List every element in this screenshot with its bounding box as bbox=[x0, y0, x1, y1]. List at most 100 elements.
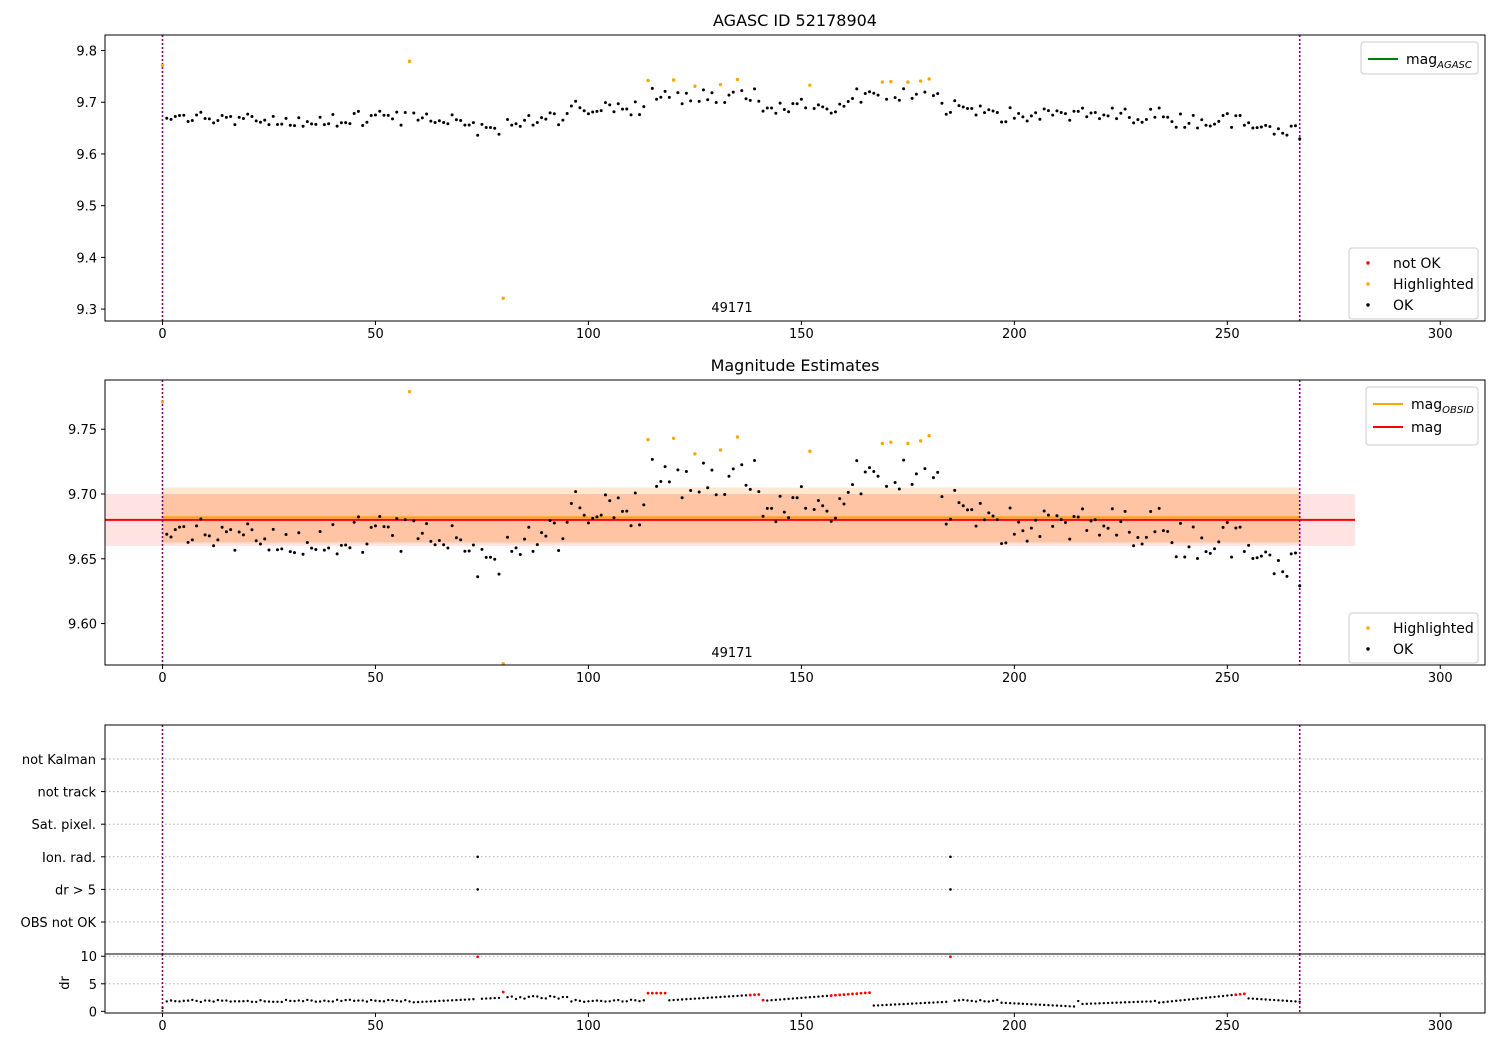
dr-point bbox=[1149, 1000, 1152, 1003]
agasc-ok-point bbox=[846, 100, 850, 104]
magnitude-ok-point bbox=[386, 525, 390, 529]
flags-point bbox=[949, 888, 952, 891]
dr-red-point bbox=[659, 991, 663, 995]
magnitude-ok-point bbox=[1038, 535, 1042, 539]
agasc-ok-point bbox=[488, 126, 492, 130]
agasc-ok-point bbox=[731, 90, 735, 94]
agasc-ok-point bbox=[616, 102, 620, 106]
agasc-ok-point bbox=[574, 99, 578, 103]
magnitude-ok-point bbox=[1242, 550, 1246, 554]
magnitude-ok-point bbox=[1217, 540, 1221, 544]
agasc-highlighted-point bbox=[808, 83, 812, 87]
agasc-ok-point bbox=[1157, 106, 1161, 110]
magnitude-ok-point bbox=[855, 459, 859, 463]
dr-point bbox=[310, 999, 313, 1002]
dr-ytick-label: 0 bbox=[89, 1005, 97, 1020]
magnitude-ok-point bbox=[966, 508, 969, 512]
agasc-ytick-label: 9.6 bbox=[76, 148, 97, 163]
magnitude-ok-point bbox=[1123, 509, 1127, 513]
agasc-ok-point bbox=[974, 113, 978, 117]
agasc-legend-box bbox=[1348, 247, 1479, 320]
dr-point bbox=[446, 999, 450, 1002]
dr-point bbox=[229, 1000, 232, 1003]
agasc-ok-point bbox=[944, 112, 948, 116]
dr-point bbox=[1136, 1000, 1140, 1004]
agasc-ok-point bbox=[1264, 123, 1268, 127]
magnitude-ok-point bbox=[1055, 514, 1059, 518]
magnitude-highlighted-point bbox=[671, 436, 676, 440]
agasc-ok-point bbox=[1115, 117, 1119, 121]
dr-point bbox=[455, 998, 458, 1002]
agasc-ok-point bbox=[569, 104, 573, 108]
agasc-ok-point bbox=[241, 117, 245, 121]
dr-point bbox=[906, 1002, 910, 1006]
magnitude-ok-point bbox=[339, 543, 343, 547]
agasc-ok-point bbox=[263, 118, 267, 122]
dr-xtick-label: 150 bbox=[789, 1019, 814, 1034]
agasc-ok-point bbox=[1136, 118, 1140, 122]
dr-point bbox=[1226, 994, 1229, 997]
dr-point bbox=[983, 1000, 986, 1003]
flags-row-label: OBS not OK bbox=[21, 916, 97, 931]
dr-point bbox=[220, 999, 224, 1002]
agasc-ok-point bbox=[1213, 122, 1217, 126]
magnitude-highlighted-point bbox=[906, 441, 910, 446]
agasc-ok-point bbox=[442, 120, 446, 124]
dr-point bbox=[770, 999, 773, 1002]
agasc-highlighted-point bbox=[501, 296, 505, 300]
dr-point bbox=[1145, 1000, 1148, 1003]
agasc-ok-point bbox=[1123, 107, 1127, 111]
magnitude-ok-point bbox=[254, 539, 258, 543]
magnitude-ok-point bbox=[753, 458, 757, 462]
agasc-ok-point bbox=[1178, 112, 1182, 116]
agasc-highlighted-point bbox=[693, 84, 697, 88]
agasc-ok-point bbox=[203, 117, 207, 121]
magnitude-ok-point bbox=[437, 539, 441, 543]
magnitude-ok-point bbox=[369, 525, 373, 529]
dr-point bbox=[463, 998, 467, 1001]
magnitude-ok-point bbox=[1025, 539, 1029, 543]
magnitude-ok-point bbox=[761, 514, 765, 518]
agasc-ok-point bbox=[1089, 111, 1093, 115]
dr-point bbox=[1051, 1004, 1054, 1007]
magnitude-ok-point bbox=[821, 504, 825, 508]
dr-point bbox=[212, 1000, 215, 1003]
dr-red-point bbox=[1242, 992, 1246, 996]
agasc-ok-point bbox=[991, 109, 995, 113]
dr-point bbox=[812, 995, 816, 999]
magnitude-ok-point bbox=[1238, 525, 1242, 529]
agasc-ok-point bbox=[799, 97, 803, 101]
magnitude-ok-point bbox=[416, 537, 420, 541]
agasc-ok-point bbox=[199, 110, 203, 114]
dr-point bbox=[612, 999, 616, 1002]
magnitude-ok-point bbox=[1170, 541, 1174, 545]
magnitude-xtick-label: 100 bbox=[576, 671, 601, 686]
magnitude-ok-point bbox=[1046, 513, 1050, 517]
agasc-legend-marker bbox=[1366, 282, 1370, 286]
magnitude-ok-point bbox=[655, 484, 659, 488]
dr-point bbox=[404, 998, 407, 1002]
magnitude-ok-point bbox=[310, 546, 314, 550]
agasc-ok-point bbox=[276, 122, 279, 126]
magnitude-ok-point bbox=[442, 543, 446, 547]
magnitude-ok-point bbox=[1136, 536, 1140, 540]
magnitude-ok-point bbox=[420, 531, 424, 535]
magnitude-ok-point bbox=[621, 509, 624, 513]
magnitude-ytick-label: 9.75 bbox=[68, 423, 97, 438]
dr-red-point bbox=[761, 998, 765, 1002]
magnitude-ok-point bbox=[902, 458, 906, 462]
dr-point bbox=[536, 995, 539, 998]
dr-point bbox=[544, 997, 548, 1000]
dr-point bbox=[689, 997, 692, 1001]
dr-point bbox=[804, 996, 807, 999]
magnitude-ok-point bbox=[706, 486, 710, 490]
magnitude-ok-point bbox=[1187, 545, 1191, 549]
agasc-ok-point bbox=[220, 113, 224, 117]
dr-point bbox=[459, 998, 462, 1002]
agasc-ok-point bbox=[178, 113, 182, 117]
agasc-ok-point bbox=[578, 106, 582, 110]
magnitude-ytick-label: 9.70 bbox=[68, 488, 97, 503]
magnitude-ok-point bbox=[467, 549, 471, 553]
magnitude-ok-point bbox=[1115, 533, 1119, 537]
magnitude-ok-point bbox=[305, 540, 309, 544]
